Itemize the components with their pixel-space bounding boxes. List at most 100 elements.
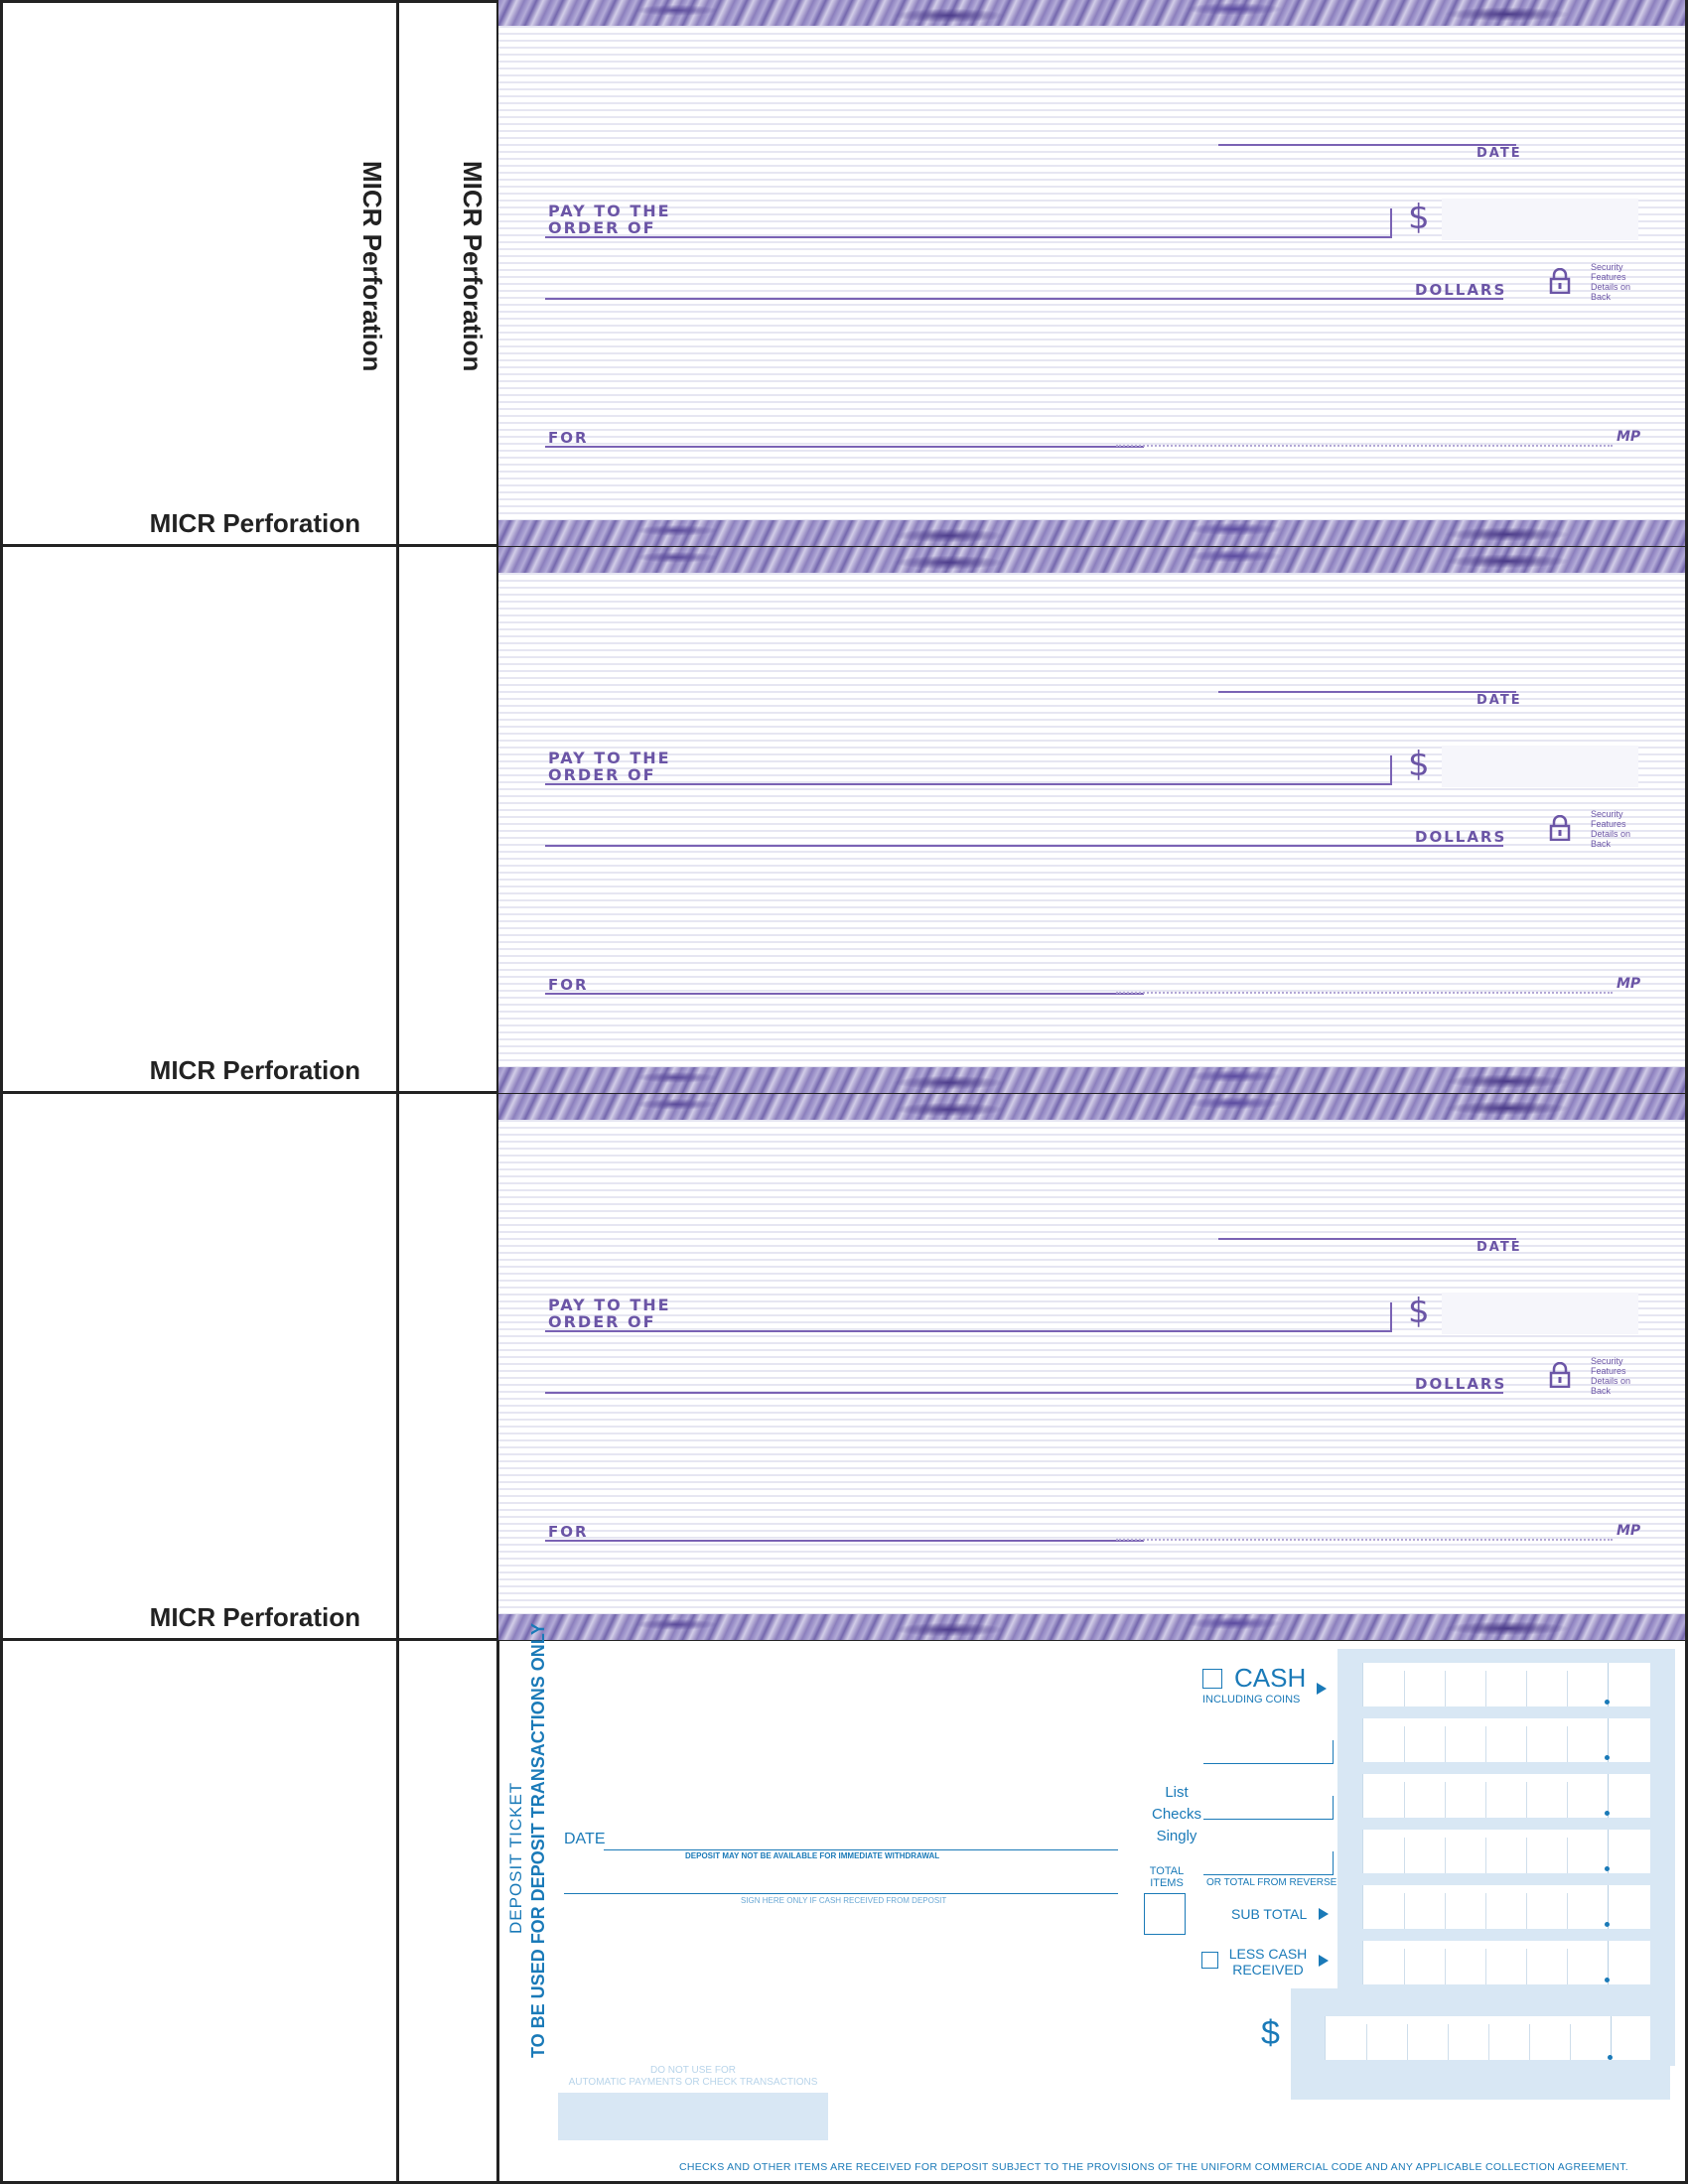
sign-here-note: SIGN HERE ONLY IF CASH RECEIVED FROM DEP…: [741, 1896, 947, 1905]
amount-row-subtotal[interactable]: [1362, 1885, 1650, 1929]
list-line3: Singly: [1156, 1828, 1197, 1844]
check-3: Date Pay to the Order of $ Dollars Secur…: [498, 1094, 1685, 1640]
micr-perforation-vertical-1: MICR Perforation: [357, 161, 387, 372]
cell-sep: [1445, 1949, 1446, 1984]
deposit-ticket-title: DEPOSIT TICKET: [506, 1781, 525, 1934]
deposit-date-line[interactable]: [604, 1849, 1118, 1850]
total-dollar-sign: $: [1261, 2014, 1280, 2052]
availability-note: DEPOSIT MAY NOT BE AVAILABLE FOR IMMEDIA…: [685, 1851, 940, 1860]
memo-line[interactable]: [545, 993, 1144, 995]
amount-row-check-3[interactable]: [1362, 1830, 1650, 1873]
payee-line[interactable]: [545, 236, 1392, 238]
dollars-label: Dollars: [1415, 1375, 1507, 1393]
decimal-point: [1605, 1700, 1610, 1705]
deposit-ticket: DEPOSIT TICKET TO BE USED FOR DEPOSIT TR…: [498, 1623, 1685, 2181]
dollar-sign: $: [1408, 1292, 1430, 1331]
amount-box[interactable]: [1442, 746, 1638, 787]
pay-to-line1: Pay to the: [548, 202, 671, 220]
micr-perforation-label-3: MICR Perforation: [149, 1602, 360, 1632]
cell-sep: [1567, 1893, 1568, 1929]
cell-sep: [1485, 1949, 1486, 1984]
check-line-2[interactable]: [1203, 1819, 1333, 1820]
signature-line[interactable]: [1116, 1539, 1613, 1541]
check-2: Date Pay to the Order of $ Dollars Secur…: [498, 547, 1685, 1093]
micr-perforation-vertical-2: MICR Perforation: [458, 161, 488, 372]
cell-sep: [1567, 1838, 1568, 1873]
payee-line-end: [1390, 208, 1392, 238]
dollar-sign: $: [1408, 198, 1430, 237]
cell-sep: [1567, 1726, 1568, 1762]
mp-mark: MP: [1617, 1523, 1641, 1539]
pay-to-line2: Order of: [548, 1312, 656, 1331]
cell-sep: [1404, 1838, 1405, 1873]
check-line-3[interactable]: [1203, 1874, 1333, 1875]
signature-line[interactable]: [1116, 992, 1613, 994]
lock-icon: [1549, 1362, 1571, 1388]
cents-sep: [1608, 1941, 1609, 1984]
amount-words-line[interactable]: [545, 1392, 1503, 1394]
cell-sep: [1485, 1838, 1486, 1873]
less-cash-checkbox[interactable]: [1201, 1952, 1218, 1969]
cell-sep: [1526, 1949, 1527, 1984]
check-line-3-tick: [1333, 1851, 1334, 1875]
amount-row-total[interactable]: [1325, 2016, 1650, 2060]
cents-sep: [1608, 1663, 1609, 1706]
memo-line[interactable]: [545, 446, 1144, 448]
cell-sep: [1567, 1671, 1568, 1706]
cell-sep: [1404, 1671, 1405, 1706]
cell-sep: [1570, 2024, 1571, 2060]
micr-perforation-label-2: MICR Perforation: [149, 1055, 360, 1085]
cell-sep: [1567, 1782, 1568, 1818]
lock-icon: [1549, 268, 1571, 294]
for-label: For: [548, 429, 589, 447]
amount-row-less-cash[interactable]: [1362, 1941, 1650, 1984]
pay-to-label: Pay to the Order of: [548, 750, 671, 783]
mp-mark: MP: [1617, 976, 1641, 992]
amount-row-check-2[interactable]: [1362, 1774, 1650, 1818]
amount-row-cash[interactable]: [1362, 1663, 1650, 1706]
date-line[interactable]: [1218, 691, 1516, 693]
cents-sep: [1608, 1830, 1609, 1873]
decimal-point: [1605, 1755, 1610, 1760]
date-line[interactable]: [1218, 144, 1516, 146]
amount-words-line[interactable]: [545, 845, 1503, 847]
cell-sep: [1445, 1838, 1446, 1873]
decimal-point: [1605, 1978, 1610, 1982]
do-not-use-note: DO NOT USE FOR AUTOMATIC PAYMENTS OR CHE…: [558, 2065, 828, 2089]
amount-words-line[interactable]: [545, 298, 1503, 300]
amount-row-check-1[interactable]: [1362, 1718, 1650, 1762]
security-band-top: [498, 1094, 1685, 1120]
dollars-label: Dollars: [1415, 281, 1507, 299]
list-line1: List: [1165, 1784, 1189, 1801]
decimal-point: [1605, 1866, 1610, 1871]
decimal-point: [1605, 1922, 1610, 1927]
pay-to-line2: Order of: [548, 218, 656, 237]
reverse-total-label: OR TOTAL FROM REVERSE: [1206, 1877, 1337, 1888]
pay-to-label: Pay to the Order of: [548, 1297, 671, 1330]
payee-line[interactable]: [545, 1330, 1392, 1332]
amount-box[interactable]: [1442, 1293, 1638, 1334]
security-features-note: Security Features Details on Back: [1591, 1356, 1631, 1396]
total-items-box[interactable]: [1144, 1893, 1186, 1935]
cell-sep: [1485, 1893, 1486, 1929]
date-line[interactable]: [1218, 1238, 1516, 1240]
cell-sep: [1404, 1782, 1405, 1818]
list-checks-singly: List Checks Singly: [1142, 1782, 1211, 1847]
pay-to-line2: Order of: [548, 765, 656, 784]
cell-sep: [1485, 1726, 1486, 1762]
cell-sep: [1404, 1893, 1405, 1929]
cell-sep: [1526, 1893, 1527, 1929]
payee-line-end: [1390, 755, 1392, 785]
cell-sep: [1404, 1949, 1405, 1984]
amount-box[interactable]: [1442, 199, 1638, 240]
cell-sep: [1526, 1838, 1527, 1873]
memo-line[interactable]: [545, 1540, 1144, 1542]
cash-checkbox[interactable]: [1202, 1669, 1222, 1689]
cents-sep: [1611, 2016, 1612, 2060]
check-line-1[interactable]: [1203, 1763, 1333, 1764]
signature-line[interactable]: [1116, 445, 1613, 447]
cash-signature-line[interactable]: [564, 1893, 1118, 1894]
cell-sep: [1366, 2024, 1367, 2060]
deposit-date-label: DATE: [564, 1831, 606, 1847]
payee-line[interactable]: [545, 783, 1392, 785]
